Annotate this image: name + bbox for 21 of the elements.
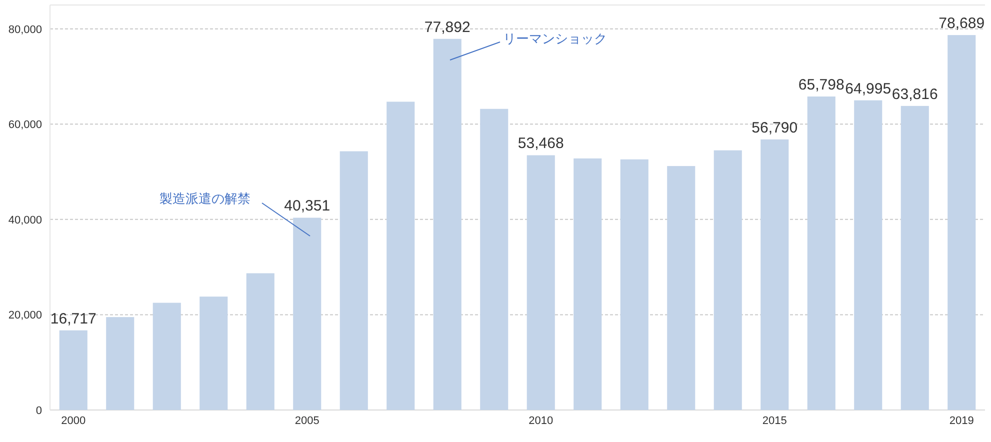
y-tick-label: 80,000 <box>8 24 42 36</box>
x-tick-label: 2010 <box>528 415 554 427</box>
y-tick-label: 40,000 <box>8 214 42 226</box>
data-label: 65,798 <box>798 76 844 94</box>
y-tick-label: 20,000 <box>8 310 42 322</box>
x-tick-label: 2019 <box>949 415 974 427</box>
annotation: 製造派遣の解禁 <box>160 191 250 206</box>
data-label: 16,717 <box>50 310 96 328</box>
data-label: 56,790 <box>752 119 798 136</box>
data-label: 40,351 <box>284 198 330 215</box>
data-label: 78,689 <box>938 15 985 32</box>
x-tick-label: 2015 <box>762 415 787 427</box>
x-tick-label: 2005 <box>294 415 320 427</box>
annotation: リーマンショック <box>503 31 607 46</box>
data-label: 63,816 <box>892 86 938 103</box>
y-tick-label: 0 <box>36 405 42 417</box>
data-label: 64,995 <box>845 80 892 98</box>
y-tick-label: 60,000 <box>8 119 42 132</box>
data-label: 53,468 <box>518 135 564 152</box>
x-tick-label: 2000 <box>61 415 86 427</box>
data-label: 77,892 <box>424 18 470 36</box>
